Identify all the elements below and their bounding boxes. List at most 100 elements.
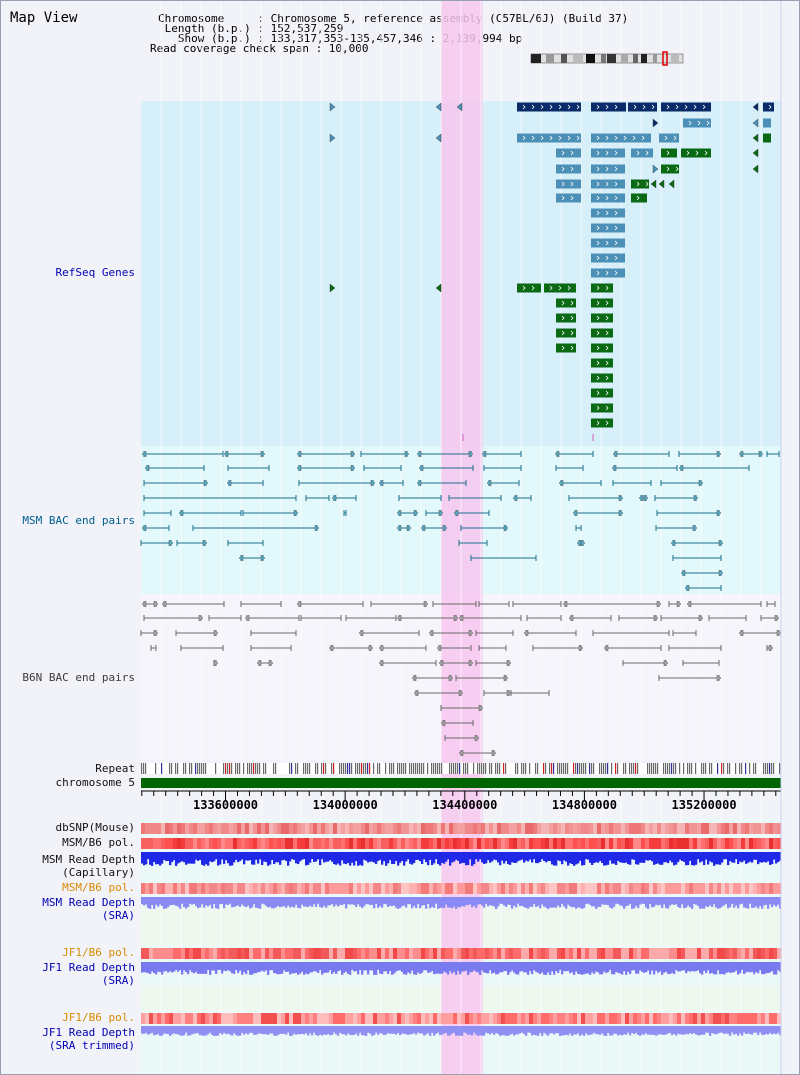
feature-marker <box>438 659 444 667</box>
polymorphism-cell <box>409 1013 414 1024</box>
read-depth-bar <box>265 897 268 906</box>
read-depth-bar <box>183 962 186 971</box>
polymorphism-cell <box>673 883 678 894</box>
read-depth-bar <box>291 962 294 974</box>
read-depth-bar <box>621 962 624 975</box>
read-depth-bar <box>581 897 584 909</box>
read-depth-bar <box>707 897 710 907</box>
polymorphism-cell <box>717 1013 722 1024</box>
read-depth-bar <box>657 1026 660 1035</box>
polymorphism-cell <box>233 1013 238 1024</box>
feature-marker <box>198 614 204 622</box>
polymorphism-cell <box>569 823 574 834</box>
polymorphism-cell <box>357 823 362 834</box>
gene-strand-arrow <box>702 104 706 110</box>
polymorphism-cell <box>489 838 494 849</box>
read-depth-bar <box>351 962 354 970</box>
polymorphism-cell <box>373 823 378 834</box>
read-depth-bar <box>205 852 208 865</box>
gene-strand-arrow <box>531 104 535 110</box>
polymorphism-cell <box>573 883 578 894</box>
polymorphism-cell <box>405 948 410 959</box>
read-depth-bar <box>641 897 644 904</box>
polymorphism-cell <box>681 1013 686 1024</box>
polymorphism-cell <box>529 883 534 894</box>
polymorphism-cell <box>413 838 418 849</box>
read-depth-bar <box>501 1026 504 1036</box>
polymorphism-cell <box>157 1013 162 1024</box>
read-depth-bar <box>667 962 670 974</box>
polymorphism-cell <box>249 948 254 959</box>
read-depth-bar <box>717 962 720 971</box>
feature-marker <box>378 479 384 487</box>
read-depth-bar <box>605 897 608 905</box>
read-depth-bar <box>491 897 494 906</box>
polymorphism-cell <box>241 823 246 834</box>
read-depth-bar <box>453 897 456 907</box>
polymorphism-cell <box>453 883 458 894</box>
read-depth-bar <box>425 962 428 971</box>
read-depth-bar <box>225 852 228 861</box>
polymorphism-cell <box>757 838 762 849</box>
read-depth-bar <box>431 962 434 972</box>
read-depth-bar <box>169 897 172 906</box>
polymorphism-cell <box>293 838 298 849</box>
read-depth-bar <box>357 962 360 975</box>
read-depth-bar <box>141 852 144 864</box>
read-depth-bar <box>163 852 166 860</box>
read-depth-bar <box>301 897 304 905</box>
polymorphism-cell <box>345 948 350 959</box>
polymorphism-cell <box>241 883 246 894</box>
polymorphism-cell <box>437 1013 442 1024</box>
read-depth-bar <box>769 897 772 905</box>
polymorphism-cell <box>209 838 214 849</box>
feature-marker <box>656 600 662 608</box>
polymorphism-cell <box>493 948 498 959</box>
read-depth-bar <box>425 852 428 863</box>
read-depth-bar <box>357 852 360 866</box>
read-depth-bar <box>603 1026 606 1036</box>
read-depth-bar <box>341 962 344 975</box>
read-depth-bar <box>415 962 418 975</box>
read-depth-bar <box>171 962 174 973</box>
polymorphism-cell <box>173 1013 178 1024</box>
read-depth-bar <box>597 1026 600 1035</box>
read-depth-bar <box>653 1026 656 1035</box>
read-depth-bar <box>259 1026 262 1034</box>
polymorphism-cell <box>569 1013 574 1024</box>
read-depth-bar <box>273 897 276 909</box>
polymorphism-cell <box>697 1013 702 1024</box>
polymorphism-cell <box>609 823 614 834</box>
read-depth-bar <box>285 1026 288 1035</box>
read-depth-bar <box>335 1026 338 1035</box>
read-depth-bar <box>625 1026 628 1035</box>
polymorphism-cell <box>593 883 598 894</box>
polymorphism-cell <box>269 838 274 849</box>
polymorphism-cell <box>341 823 346 834</box>
read-depth-bar <box>373 1026 376 1036</box>
read-depth-bar <box>685 962 688 974</box>
read-depth-bar <box>521 852 524 860</box>
gene-strand-arrow <box>688 120 692 126</box>
polymorphism-cell <box>257 823 262 834</box>
read-depth-bar <box>367 897 370 905</box>
read-depth-bar <box>641 1026 644 1035</box>
polymorphism-cell <box>641 823 646 834</box>
read-depth-bar <box>485 962 488 974</box>
read-depth-bar <box>281 1026 284 1034</box>
polymorphism-cell <box>625 883 630 894</box>
read-depth-bar <box>439 852 442 866</box>
read-depth-bar <box>295 852 298 864</box>
polymorphism-cell <box>277 1013 282 1024</box>
read-depth-bar <box>197 897 200 909</box>
polymorphism-cell <box>737 838 742 849</box>
refseq-gene <box>544 283 576 293</box>
read-depth-bar <box>287 1026 290 1033</box>
read-depth-bar <box>145 1026 148 1033</box>
read-depth-bar <box>503 897 506 906</box>
read-depth-bar <box>181 962 184 975</box>
polymorphism-cell <box>529 823 534 834</box>
polymorphism-cell <box>325 948 330 959</box>
polymorphism-cell <box>749 1013 754 1024</box>
